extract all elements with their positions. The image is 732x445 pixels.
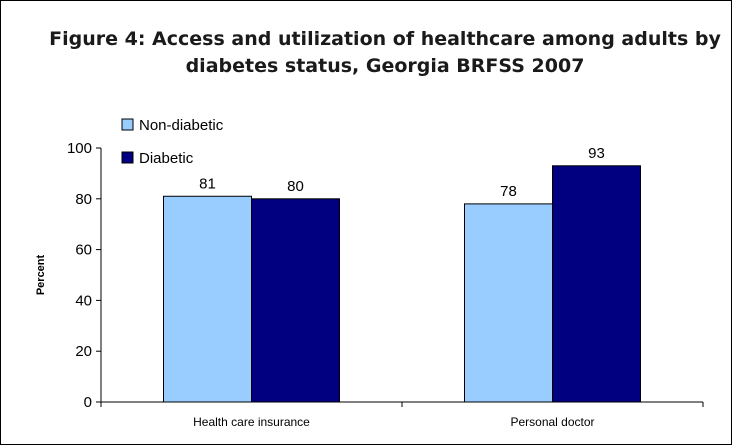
bar-non-diabetic xyxy=(163,195,252,403)
x-category-label: Personal doctor xyxy=(510,415,594,429)
x-category-label: Health care insurance xyxy=(193,415,310,429)
y-tick-label: 60 xyxy=(75,242,92,259)
data-label: 93 xyxy=(588,145,605,162)
data-label: 78 xyxy=(500,183,517,200)
legend-swatch xyxy=(121,118,134,131)
data-label: 81 xyxy=(199,175,216,192)
y-tick-label: 20 xyxy=(75,343,92,360)
legend-label: Diabetic xyxy=(139,150,194,167)
legend-label: Non-diabetic xyxy=(139,117,224,134)
chart-legend: Non-diabetic Diabetic xyxy=(121,117,224,167)
chart-labels: 81 80 Health care insurance 78 93 Personal do… xyxy=(193,145,605,429)
y-tick-label: 40 xyxy=(75,292,92,309)
data-label: 80 xyxy=(287,178,304,195)
legend-swatch xyxy=(121,151,134,164)
bar-non-diabetic xyxy=(464,203,553,403)
bar-diabetic xyxy=(251,198,340,403)
bar-diabetic xyxy=(552,165,641,403)
y-tick-label: 80 xyxy=(75,191,92,208)
chart-title: Figure 4: Access and utilization of heal… xyxy=(49,28,721,77)
y-tick-label: 0 xyxy=(84,394,92,411)
chart-bars xyxy=(163,165,641,403)
y-axis-title: Percent xyxy=(35,254,47,295)
y-tick-label: 100 xyxy=(67,140,92,157)
